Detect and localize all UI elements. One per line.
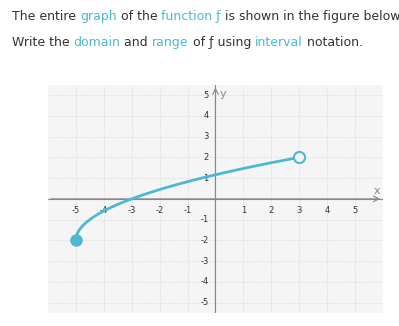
Text: is shown in the figure below.: is shown in the figure below. xyxy=(221,10,399,23)
Text: x: x xyxy=(373,186,380,196)
Text: y: y xyxy=(219,89,226,99)
Text: range: range xyxy=(152,36,189,49)
Text: 3: 3 xyxy=(203,132,208,141)
Text: domain: domain xyxy=(73,36,120,49)
Text: 5: 5 xyxy=(352,206,358,215)
Text: -3: -3 xyxy=(200,257,208,266)
Text: Write the: Write the xyxy=(12,36,73,49)
Text: -4: -4 xyxy=(200,277,208,286)
Text: The entire: The entire xyxy=(12,10,80,23)
Text: 1: 1 xyxy=(203,174,208,183)
Text: -4: -4 xyxy=(100,206,108,215)
Text: -1: -1 xyxy=(200,215,208,224)
Text: -3: -3 xyxy=(128,206,136,215)
Text: of ƒ using: of ƒ using xyxy=(189,36,255,49)
Text: notation.: notation. xyxy=(303,36,363,49)
Text: function ƒ: function ƒ xyxy=(161,10,221,23)
Text: 1: 1 xyxy=(241,206,246,215)
Text: 5: 5 xyxy=(203,91,208,100)
Text: graph: graph xyxy=(80,10,117,23)
Text: -5: -5 xyxy=(200,298,208,307)
Text: of the: of the xyxy=(117,10,161,23)
Text: -2: -2 xyxy=(156,206,164,215)
Text: -1: -1 xyxy=(184,206,192,215)
Text: -2: -2 xyxy=(200,236,208,245)
Text: 2: 2 xyxy=(269,206,274,215)
Text: 4: 4 xyxy=(203,111,208,120)
Text: and: and xyxy=(120,36,152,49)
Text: interval: interval xyxy=(255,36,303,49)
Text: 4: 4 xyxy=(324,206,330,215)
Text: 3: 3 xyxy=(296,206,302,215)
Text: 2: 2 xyxy=(203,153,208,162)
Text: -5: -5 xyxy=(72,206,80,215)
